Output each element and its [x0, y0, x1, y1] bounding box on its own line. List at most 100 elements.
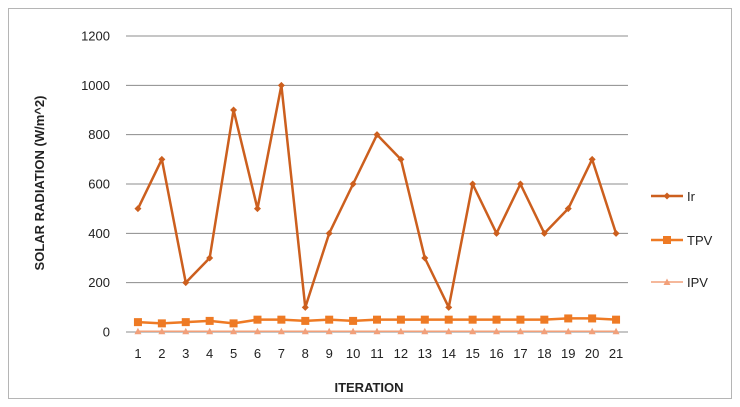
data-point-ir	[397, 155, 405, 163]
x-tick-label: 5	[230, 346, 237, 361]
data-point-ir	[564, 205, 572, 213]
data-point-ir	[540, 229, 548, 237]
y-axis-title: SOLAR RADIATION (W/m^2)	[32, 96, 47, 271]
data-point-ir	[182, 279, 190, 287]
legend-label: Ir	[687, 189, 696, 204]
x-tick-label: 3	[182, 346, 189, 361]
data-point-tpv	[253, 315, 262, 324]
data-point-ipv	[182, 327, 190, 335]
data-point-tpv	[133, 318, 142, 327]
x-tick-label: 17	[513, 346, 527, 361]
x-tick-label: 8	[302, 346, 309, 361]
data-point-ipv	[445, 327, 453, 335]
data-point-ir	[206, 254, 214, 262]
x-tick-label: 21	[609, 346, 623, 361]
data-point-ipv	[564, 327, 572, 335]
data-point-ir	[158, 155, 166, 163]
y-tick-label: 200	[88, 275, 110, 290]
x-tick-labels: 1 2 3 4 5 6 7 8 9 10 11 12 13 14 15 16 17 18 19 20 21	[134, 346, 623, 361]
legend-label: TPV	[687, 233, 713, 248]
y-tick-label: 1000	[81, 78, 110, 93]
x-tick-label: 6	[254, 346, 261, 361]
legend-marker	[663, 236, 671, 244]
x-tick-label: 13	[418, 346, 432, 361]
data-point-ir	[253, 205, 261, 213]
x-tick-label: 2	[158, 346, 165, 361]
data-point-tpv	[420, 315, 429, 324]
x-axis-title: ITERATION	[334, 380, 403, 395]
data-point-ir	[445, 303, 453, 311]
series-lines	[133, 81, 621, 335]
data-point-ir	[301, 303, 309, 311]
data-point-tpv	[373, 315, 381, 324]
y-tick-label: 1200	[81, 29, 110, 44]
data-point-ipv	[325, 327, 333, 335]
data-point-ipv	[493, 327, 501, 335]
y-tick-label: 800	[88, 127, 110, 142]
x-tick-label: 11	[370, 346, 384, 361]
y-tick-label: 0	[103, 325, 110, 340]
data-point-tpv	[301, 316, 310, 325]
x-tick-label: 1	[134, 346, 141, 361]
y-tick-label: 400	[88, 226, 110, 241]
data-point-ipv	[373, 327, 381, 335]
y-tick-labels: 0 200 400 600 800 1000 1200	[81, 29, 110, 340]
series-line-ir	[136, 84, 618, 309]
data-point-tpv	[157, 319, 166, 328]
data-point-ipv	[516, 327, 524, 335]
data-point-ir	[493, 229, 501, 237]
data-point-tpv	[540, 315, 549, 324]
data-point-ir	[421, 254, 429, 262]
data-point-ipv	[277, 327, 285, 335]
data-point-tpv	[277, 315, 286, 324]
data-point-ir	[277, 81, 285, 89]
data-point-tpv	[444, 315, 453, 324]
x-tick-label: 7	[278, 346, 285, 361]
data-point-ir	[325, 229, 333, 237]
data-point-ipv	[134, 327, 142, 335]
data-point-tpv	[181, 318, 190, 327]
gridlines	[126, 35, 628, 333]
x-tick-label: 9	[326, 346, 333, 361]
data-point-ir	[469, 180, 477, 188]
x-tick-label: 4	[206, 346, 213, 361]
legend-marker	[663, 278, 671, 285]
x-tick-label: 10	[346, 346, 360, 361]
data-point-ipv	[206, 327, 214, 335]
data-point-ir	[230, 106, 238, 114]
data-point-ipv	[612, 327, 620, 335]
data-point-tpv	[205, 316, 214, 325]
data-point-tpv	[612, 315, 621, 324]
data-point-tpv	[516, 315, 525, 324]
data-point-tpv	[492, 315, 501, 324]
data-point-ipv	[158, 327, 166, 335]
data-point-ipv	[421, 327, 429, 335]
data-point-ir	[349, 180, 357, 188]
data-point-ir	[516, 180, 524, 188]
x-tick-label: 20	[585, 346, 599, 361]
x-tick-label: 16	[489, 346, 503, 361]
data-point-ir	[373, 131, 381, 139]
x-tick-label: 12	[394, 346, 408, 361]
legend-label: IPV	[687, 275, 708, 290]
data-point-ipv	[397, 327, 405, 335]
data-point-tpv	[396, 315, 405, 324]
data-point-tpv	[468, 315, 477, 324]
chart-frame	[8, 8, 732, 399]
data-point-ipv	[230, 327, 238, 335]
data-point-ipv	[540, 327, 548, 335]
x-tick-label: 18	[537, 346, 551, 361]
data-point-ipv	[253, 327, 261, 335]
data-point-ipv	[469, 327, 477, 335]
x-tick-label: 15	[465, 346, 479, 361]
legend: Ir TPV IPV	[651, 189, 713, 290]
data-point-ipv	[301, 327, 309, 335]
data-point-tpv	[588, 314, 597, 323]
data-point-tpv	[349, 316, 358, 325]
x-tick-label: 14	[441, 346, 455, 361]
legend-marker	[663, 192, 671, 200]
x-tick-label: 19	[561, 346, 575, 361]
data-point-ipv	[588, 327, 596, 335]
data-point-ir	[134, 205, 142, 213]
